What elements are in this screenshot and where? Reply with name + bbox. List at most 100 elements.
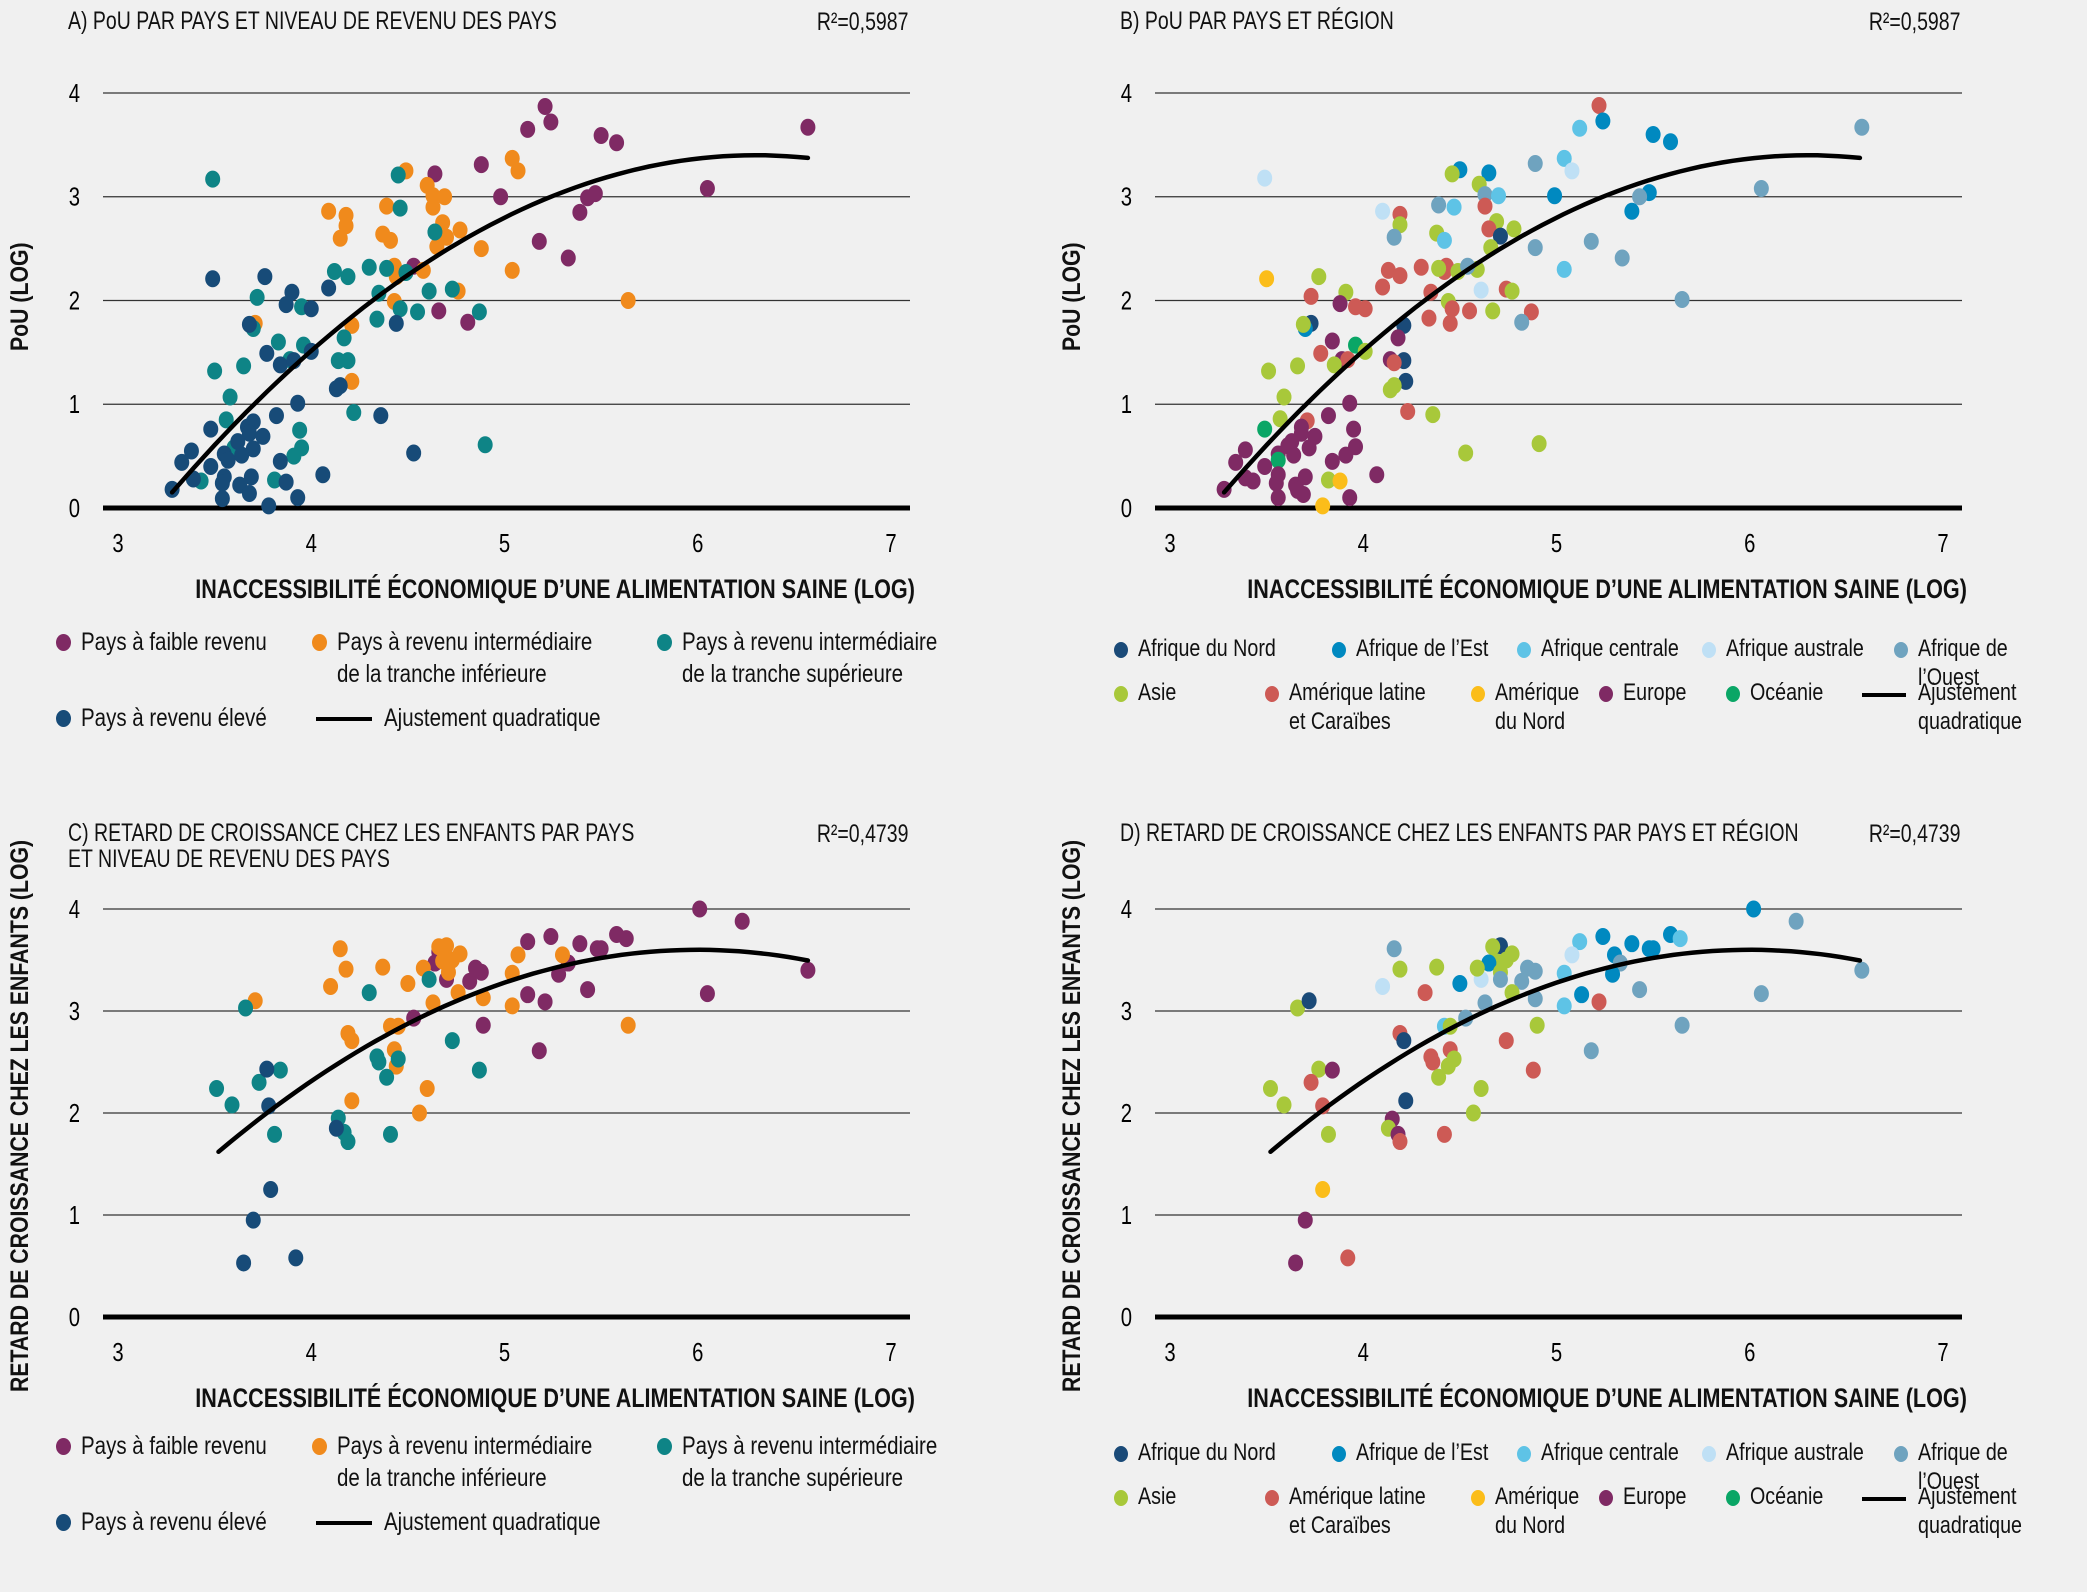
- data-point: [475, 1016, 491, 1034]
- data-point: [734, 912, 750, 930]
- data-point: [1290, 999, 1306, 1017]
- data-point: [1525, 1061, 1541, 1079]
- legend-label: Asie: [1138, 1483, 1177, 1510]
- data-point: [543, 113, 559, 131]
- data-point: [1272, 410, 1288, 428]
- data-point: [1417, 984, 1433, 1002]
- data-point: [284, 283, 300, 301]
- legend-label: Ajustement quadratique: [384, 1508, 601, 1536]
- data-point: [1674, 1016, 1690, 1034]
- legend-label: Amérique du Nord: [1495, 679, 1580, 735]
- data-point: [504, 997, 520, 1015]
- r-squared-label: R²=0,5987: [1868, 8, 1960, 36]
- legend-item-low: Pays à faible revenu: [56, 626, 308, 658]
- data-point: [531, 1042, 547, 1060]
- legend-label: Pays à faible revenu: [81, 1432, 267, 1460]
- data-point: [1425, 1053, 1441, 1071]
- scatter-plot: 0 1 2 3 4 3 4 5 6 7: [1121, 895, 1962, 1367]
- y-tick-label: 2: [69, 286, 80, 315]
- data-point: [1342, 489, 1358, 507]
- legend-item-OC: Océanie: [1726, 678, 1839, 707]
- data-point: [1303, 287, 1319, 305]
- legend-item-OC: Océanie: [1726, 1482, 1839, 1511]
- data-point: [1297, 1211, 1313, 1229]
- data-point: [1564, 162, 1580, 180]
- data-point: [510, 162, 526, 180]
- data-point: [1261, 362, 1277, 380]
- fit-line-swatch: [316, 1521, 372, 1525]
- data-point: [1301, 439, 1317, 457]
- data-point: [382, 231, 398, 249]
- legend-dot-icon: [312, 634, 327, 651]
- data-point: [1324, 452, 1340, 470]
- data-point: [692, 900, 708, 918]
- data-point: [1315, 497, 1331, 515]
- x-tick-label: 4: [306, 529, 317, 558]
- data-point: [214, 474, 230, 492]
- data-point: [1481, 954, 1497, 972]
- legend-dot-icon: [1702, 1446, 1716, 1462]
- data-point: [1268, 474, 1284, 492]
- legend-item-CA: Afrique centrale: [1517, 1438, 1709, 1467]
- data-point: [259, 344, 275, 362]
- legend-label: Pays à revenu élevé: [81, 704, 267, 732]
- x-tick-label: 7: [885, 1338, 896, 1367]
- x-tick-label: 4: [306, 1338, 317, 1367]
- x-tick-label: 4: [1358, 529, 1369, 558]
- legend-item-AS: Asie: [1114, 1482, 1185, 1511]
- data-point: [1506, 220, 1522, 238]
- legend-dot-icon: [657, 634, 672, 651]
- data-point: [473, 240, 489, 258]
- data-point: [1595, 112, 1611, 130]
- legend-dot-icon: [1332, 642, 1346, 658]
- r-squared-label: R²=0,4739: [1868, 820, 1960, 848]
- data-point: [1527, 155, 1543, 173]
- data-point: [1583, 1042, 1599, 1060]
- data-point: [338, 217, 354, 235]
- data-point: [1290, 357, 1306, 375]
- data-point: [241, 315, 257, 333]
- data-point: [411, 1104, 427, 1122]
- legend-item-NA: Afrique du Nord: [1114, 1438, 1306, 1467]
- data-point: [593, 127, 609, 145]
- data-point: [332, 940, 348, 958]
- data-point: [560, 249, 576, 267]
- data-point: [267, 1125, 283, 1143]
- chart-title: C) RETARD DE CROISSANCE CHEZ LES ENFANTS…: [68, 819, 635, 873]
- data-point: [1477, 994, 1493, 1012]
- data-point: [1324, 1061, 1340, 1079]
- data-point: [1400, 403, 1416, 421]
- legend-item-EA: Afrique de l’Est: [1332, 634, 1517, 663]
- data-point: [593, 940, 609, 958]
- y-tick-label: 0: [1121, 1303, 1132, 1332]
- data-point: [1392, 216, 1408, 234]
- data-point: [1498, 1032, 1514, 1050]
- data-point: [303, 300, 319, 318]
- legend-label: Ajustement quadratique: [1918, 679, 2022, 735]
- data-point: [328, 1119, 344, 1137]
- data-point: [183, 442, 199, 460]
- legend-label: Pays à faible revenu: [81, 628, 267, 656]
- data-point: [323, 978, 339, 996]
- legend-region: Afrique du Nord Afrique de l’Est Afrique c…: [1052, 1430, 2087, 1590]
- data-point: [1645, 126, 1661, 143]
- data-point: [1663, 133, 1679, 151]
- data-point: [1276, 1096, 1292, 1114]
- data-point: [520, 933, 536, 951]
- data-point: [375, 958, 391, 976]
- data-point: [340, 268, 356, 286]
- legend-label: Pays à revenu intermédiaire de la tranch…: [682, 1432, 938, 1492]
- data-point: [406, 444, 422, 462]
- data-point: [1313, 344, 1329, 362]
- legend-label: Afrique de l’Ouest: [1918, 635, 2008, 691]
- data-point: [1311, 1060, 1327, 1078]
- data-point: [618, 930, 634, 948]
- data-point: [1421, 309, 1437, 327]
- data-point: [326, 262, 342, 280]
- data-point: [245, 1211, 261, 1229]
- data-point: [1425, 406, 1441, 424]
- data-point: [460, 313, 476, 331]
- data-point: [400, 974, 416, 992]
- data-point: [1392, 267, 1408, 285]
- x-tick-label: 5: [499, 1338, 510, 1367]
